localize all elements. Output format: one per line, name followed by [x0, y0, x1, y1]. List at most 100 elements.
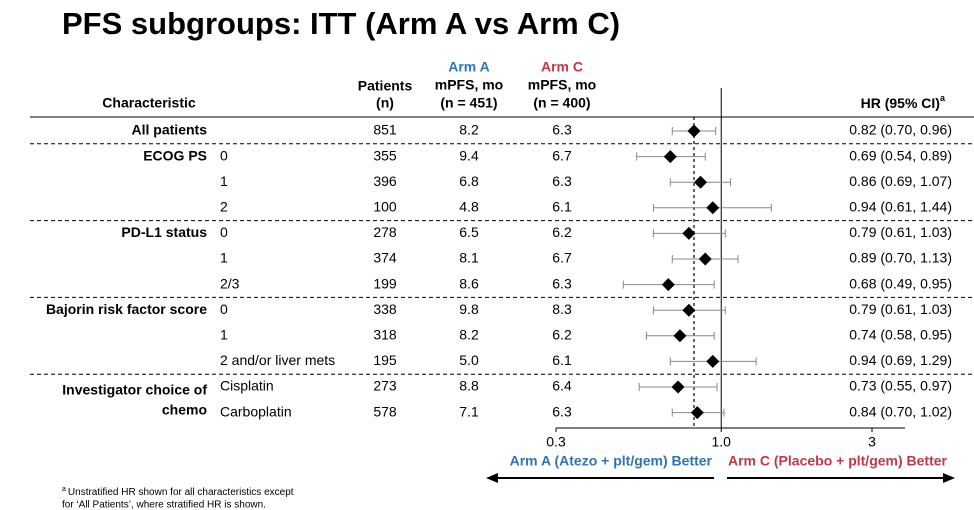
subgroup-label: Carboplatin — [220, 403, 292, 419]
header-arm-a: (n = 451) — [440, 95, 497, 111]
hr-diamond — [698, 252, 712, 266]
header-hr: HR (95% CI)a — [861, 93, 946, 110]
group-label: Investigator choice of — [62, 382, 207, 398]
header-arm-c: mPFS, mo — [528, 77, 596, 93]
hr-label: 0.86 (0.69, 1.07) — [849, 173, 952, 189]
chart-title: PFS subgroups: ITT (Arm A vs Arm C) — [62, 6, 620, 41]
arm-a-mpfs: 9.4 — [459, 147, 479, 163]
footnote: for ‘All Patients’, where stratified HR … — [62, 500, 266, 510]
arm-a-mpfs: 6.8 — [459, 173, 479, 189]
hr-label: 0.84 (0.70, 1.02) — [849, 403, 952, 419]
patients: 578 — [373, 403, 397, 419]
hr-diamond — [694, 175, 708, 189]
hr-label: 0.94 (0.69, 1.29) — [849, 352, 952, 368]
hr-diamond — [706, 354, 720, 368]
hr-diamond — [661, 278, 675, 292]
hr-label: 0.68 (0.49, 0.95) — [849, 275, 952, 291]
arm-a-mpfs: 8.1 — [459, 250, 479, 266]
hr-diamond — [690, 406, 704, 420]
arrow-left-head — [486, 473, 498, 483]
header-arm-c: (n = 400) — [533, 95, 590, 111]
arm-c-mpfs: 6.1 — [552, 199, 572, 215]
patients: 851 — [373, 122, 397, 138]
arm-c-mpfs: 6.3 — [552, 403, 572, 419]
arm-c-mpfs: 6.7 — [552, 147, 572, 163]
hr-diamond — [673, 329, 687, 343]
subgroup-label: 2 and/or liver mets — [220, 352, 335, 368]
hr-diamond — [687, 124, 701, 138]
group-label: All patients — [132, 122, 208, 138]
hr-diamond — [682, 226, 696, 240]
subgroup-label: 2 — [220, 199, 228, 215]
arm-a-mpfs: 8.2 — [459, 122, 479, 138]
header-hr-text: HR (95% CI) — [861, 95, 940, 111]
group-label: PD-L1 status — [121, 224, 207, 240]
patients: 318 — [373, 327, 397, 343]
arm-a-mpfs: 4.8 — [459, 199, 479, 215]
hr-diamond — [682, 303, 696, 317]
subgroup-label: 2/3 — [220, 275, 240, 291]
arm-c-mpfs: 6.3 — [552, 275, 572, 291]
left-better-label: Arm A (Atezo + plt/gem) Better — [510, 453, 713, 469]
arm-a-mpfs: 7.1 — [459, 403, 479, 419]
patients: 278 — [373, 224, 397, 240]
right-better-label: Arm C (Placebo + plt/gem) Better — [728, 453, 948, 469]
arm-c-mpfs: 6.2 — [552, 327, 572, 343]
hr-label: 0.74 (0.58, 0.95) — [849, 327, 952, 343]
patients: 374 — [373, 250, 397, 266]
hr-label: 0.89 (0.70, 1.13) — [849, 250, 952, 266]
patients: 338 — [373, 301, 397, 317]
subgroup-label: 0 — [220, 224, 228, 240]
x-tick-label: 0.3 — [546, 434, 566, 450]
header-characteristic: Characteristic — [102, 95, 196, 111]
arm-c-mpfs: 6.1 — [552, 352, 572, 368]
patients: 396 — [373, 173, 397, 189]
patients: 355 — [373, 147, 397, 163]
arm-c-mpfs: 6.3 — [552, 122, 572, 138]
subgroup-label: 0 — [220, 147, 228, 163]
patients: 100 — [373, 199, 397, 215]
arm-c-mpfs: 6.4 — [552, 378, 572, 394]
header-hr-note: a — [940, 93, 946, 103]
hr-diamond — [706, 201, 720, 215]
arm-a-mpfs: 5.0 — [459, 352, 479, 368]
header-arm-a: mPFS, mo — [435, 77, 503, 93]
footnote-text: Unstratified HR shown for all characteri… — [68, 487, 294, 498]
hr-label: 0.82 (0.70, 0.96) — [849, 122, 952, 138]
patients: 199 — [373, 275, 397, 291]
x-tick-label: 3 — [868, 434, 876, 450]
group-label: Bajorin risk factor score — [46, 301, 207, 317]
patients: 195 — [373, 352, 397, 368]
subgroup-label: 1 — [220, 250, 228, 266]
subgroup-label: 0 — [220, 301, 228, 317]
subgroup-label: 1 — [220, 173, 228, 189]
arm-a-mpfs: 8.2 — [459, 327, 479, 343]
header-patients: (n) — [376, 95, 394, 111]
subgroup-label: 1 — [220, 327, 228, 343]
hr-label: 0.79 (0.61, 1.03) — [849, 301, 952, 317]
hr-label: 0.79 (0.61, 1.03) — [849, 224, 952, 240]
group-label: chemo — [162, 402, 207, 418]
x-tick-label: 1.0 — [711, 434, 731, 450]
header-arm-a: Arm A — [448, 59, 490, 75]
header-patients: Patients — [358, 78, 413, 94]
hr-diamond — [671, 380, 685, 394]
arm-c-mpfs: 6.2 — [552, 224, 572, 240]
arm-a-mpfs: 9.8 — [459, 301, 479, 317]
arrow-right-head — [943, 473, 955, 483]
hr-label: 0.94 (0.61, 1.44) — [849, 199, 952, 215]
subgroup-label: Cisplatin — [220, 378, 274, 394]
header-arm-c: Arm C — [541, 59, 583, 75]
patients: 273 — [373, 378, 397, 394]
group-label: ECOG PS — [143, 147, 207, 163]
hr-label: 0.69 (0.54, 0.89) — [849, 147, 952, 163]
footnote: a Unstratified HR shown for all character… — [62, 486, 294, 498]
hr-label: 0.73 (0.55, 0.97) — [849, 378, 952, 394]
hr-diamond — [663, 150, 677, 164]
arm-a-mpfs: 6.5 — [459, 224, 479, 240]
arm-c-mpfs: 6.3 — [552, 173, 572, 189]
arm-c-mpfs: 8.3 — [552, 301, 572, 317]
arm-a-mpfs: 8.6 — [459, 275, 479, 291]
arm-a-mpfs: 8.8 — [459, 378, 479, 394]
